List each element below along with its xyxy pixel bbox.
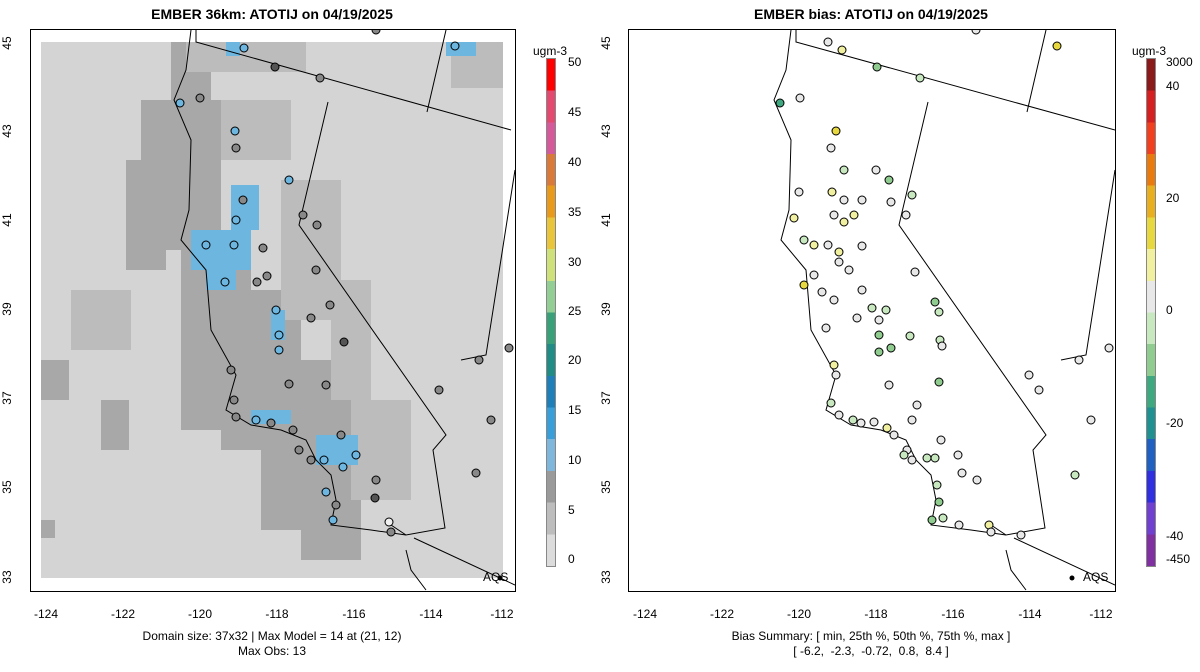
colorbar-label: 5 [568, 503, 575, 517]
left-map-title: EMBER 36km: ATOTIJ on 04/19/2025 [151, 6, 393, 22]
colorbar-label: 20 [568, 353, 582, 367]
y-tick-label: 35 [599, 480, 613, 494]
x-tick-label: -122 [709, 607, 735, 621]
x-tick-label: -124 [33, 607, 59, 621]
y-tick-label: 43 [599, 124, 613, 138]
y-tick-label: 33 [599, 570, 613, 584]
x-tick-label: -112 [490, 607, 514, 621]
colorbar-label: -20 [1166, 416, 1184, 430]
x-tick-label: -112 [1089, 607, 1113, 621]
y-tick-label: 45 [599, 36, 613, 50]
left-caption-line1: Domain size: 37x32 | Max Model = 14 at (… [142, 629, 402, 643]
right-caption-line2: [ -6.2, -2.3, -0.72, 0.8, 8.4 ] [793, 644, 949, 658]
x-tick-label: -120 [786, 607, 812, 621]
y-tick-label: 37 [599, 391, 613, 405]
left-colorbar [546, 58, 556, 567]
colorbar-label: 40 [1166, 79, 1180, 93]
observation-markers [175, 30, 514, 537]
left-map-plot: AQS [30, 29, 516, 592]
x-tick-label: -114 [419, 607, 443, 621]
colorbar-label: 50 [568, 55, 582, 69]
y-tick-label: 39 [0, 302, 14, 316]
map-boundaries [173, 30, 515, 591]
colorbar-label: 0 [568, 552, 575, 566]
colorbar-label: 0 [1166, 303, 1173, 317]
colorbar-label: 20 [1166, 191, 1180, 205]
colorbar-label: 15 [568, 403, 582, 417]
x-tick-label: -116 [941, 607, 965, 621]
colorbar-label: 30 [568, 255, 582, 269]
x-tick-label: -118 [265, 607, 289, 621]
x-tick-label: -118 [864, 607, 888, 621]
y-tick-label: 43 [0, 124, 14, 138]
left-map-canvas [41, 30, 515, 591]
right-map-title: EMBER bias: ATOTIJ on 04/19/2025 [754, 6, 988, 22]
right-map-canvas [773, 30, 1115, 591]
colorbar-label: -450 [1166, 552, 1191, 566]
aqs-site-label: AQS [483, 570, 509, 584]
bias-markers [775, 30, 1114, 540]
y-tick-label: 35 [0, 480, 14, 494]
colorbar-label: 10 [568, 453, 582, 467]
y-tick-label: 41 [599, 213, 613, 227]
aqs-site-marker [497, 575, 503, 581]
colorbar-label: 35 [568, 205, 582, 219]
colorbar-label: 40 [568, 155, 582, 169]
y-tick-label: 33 [0, 570, 14, 584]
right-colorbar [1146, 58, 1156, 567]
right-map-plot: AQS [628, 29, 1116, 592]
y-tick-label: 41 [0, 213, 14, 227]
right-colorbar-unit: ugm-3 [1132, 44, 1167, 58]
x-tick-label: -114 [1018, 607, 1042, 621]
x-tick-label: -122 [110, 607, 136, 621]
colorbar-label: 25 [568, 304, 582, 318]
colorbar-label: 45 [568, 105, 582, 119]
y-tick-label: 37 [0, 391, 14, 405]
y-tick-label: 45 [0, 36, 14, 50]
left-colorbar-unit: ugm-3 [533, 44, 568, 58]
x-tick-label: -116 [342, 607, 366, 621]
y-tick-label: 39 [599, 302, 613, 316]
aqs-site-label: AQS [1083, 570, 1109, 584]
x-tick-label: -120 [187, 607, 213, 621]
right-caption-line1: Bias Summary: [ min, 25th %, 50th %, 75t… [731, 629, 1011, 643]
colorbar-label: 3000 [1166, 55, 1193, 69]
x-tick-label: -124 [632, 607, 658, 621]
aqs-site-marker [1069, 575, 1075, 581]
map-boundaries [773, 30, 1115, 591]
colorbar-label: -40 [1166, 529, 1184, 543]
left-caption-line2: Max Obs: 13 [237, 644, 307, 658]
